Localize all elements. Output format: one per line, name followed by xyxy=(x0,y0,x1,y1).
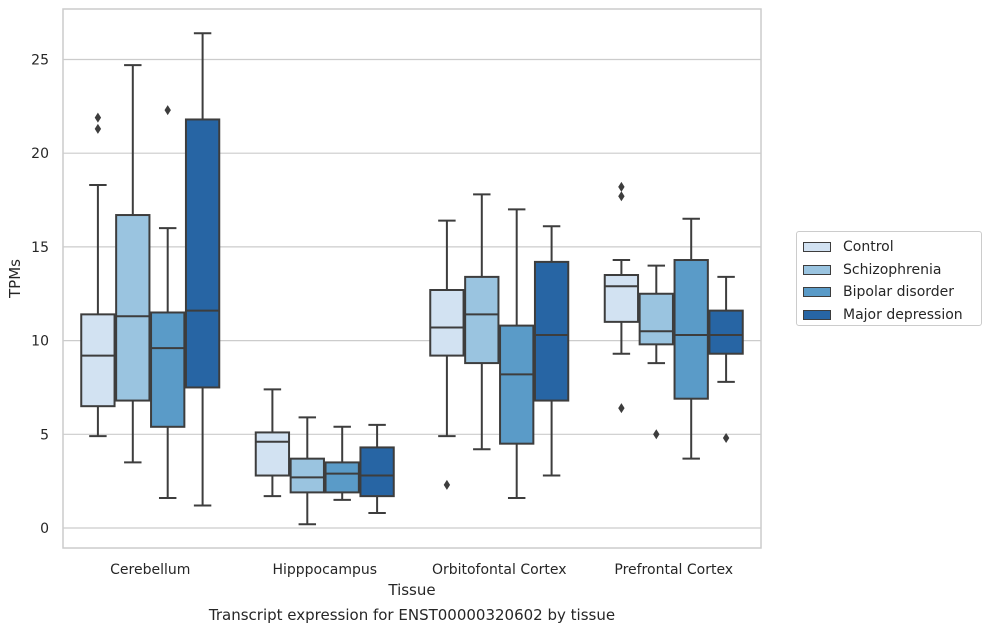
legend-item: Bipolar disorder xyxy=(803,281,981,304)
box-schizophrenia xyxy=(464,193,500,451)
box-body xyxy=(464,275,500,365)
y-tick-label: 20 xyxy=(31,146,49,162)
legend-item: Major depression xyxy=(803,304,981,327)
box-body xyxy=(673,259,709,400)
box-major-depression xyxy=(708,275,744,444)
box-bipolar-disorder xyxy=(324,425,360,501)
box-body xyxy=(499,324,535,445)
legend-label: Control xyxy=(843,239,894,256)
box-major-depression xyxy=(533,225,570,477)
legend-label: Bipolar disorder xyxy=(843,284,955,301)
box-schizophrenia xyxy=(115,64,151,464)
y-axis-ticks: 0 5 10 15 20 25 xyxy=(31,53,49,538)
outlier-point xyxy=(722,433,730,444)
chart-caption: Transcript expression for ENST0000032060… xyxy=(208,606,616,624)
box-bipolar-disorder xyxy=(673,217,709,460)
box-bipolar-disorder xyxy=(499,208,535,500)
box-body xyxy=(708,309,744,355)
box-body xyxy=(429,289,465,357)
legend-label: Major depression xyxy=(843,306,963,323)
y-axis-label: TPMs xyxy=(6,259,24,299)
y-tick-label: 15 xyxy=(31,240,49,256)
outlier-point xyxy=(94,112,102,123)
y-tick-label: 5 xyxy=(40,427,49,443)
box-body xyxy=(359,446,395,498)
box-body xyxy=(324,461,360,494)
legend-swatch xyxy=(803,309,831,320)
legend-label: Schizophrenia xyxy=(843,261,942,278)
outlier-point xyxy=(164,105,171,116)
outlier-point xyxy=(618,181,625,192)
box-control xyxy=(80,112,116,438)
box-schizophrenia xyxy=(289,416,325,526)
legend-swatch xyxy=(803,242,831,253)
box-control xyxy=(429,219,465,490)
box-major-depression xyxy=(359,423,395,515)
box-bipolar-disorder xyxy=(150,105,186,500)
legend: Control Schizophrenia Bipolar disorder Majo… xyxy=(796,231,982,326)
box-body xyxy=(115,214,151,402)
y-tick-label: 0 xyxy=(40,521,49,537)
box-body xyxy=(603,274,640,323)
legend-item: Schizophrenia xyxy=(803,259,981,282)
x-tick-label: Prefrontal Cortex xyxy=(614,562,733,578)
legend-swatch xyxy=(803,264,831,275)
outlier-point xyxy=(653,429,660,440)
legend-swatch xyxy=(803,287,831,298)
box-body xyxy=(254,431,291,477)
outlier-point xyxy=(618,191,625,202)
box-body xyxy=(150,311,186,428)
outlier-point xyxy=(94,123,102,134)
box-control xyxy=(254,388,291,498)
x-tick-label: Cerebellum xyxy=(110,562,190,578)
x-tick-label: Hipppocampus xyxy=(272,562,377,578)
outlier-point xyxy=(443,479,451,490)
boxes xyxy=(80,32,744,526)
box-body xyxy=(289,457,325,494)
box-body xyxy=(533,260,570,402)
x-tick-label: Orbitofontal Cortex xyxy=(432,562,567,578)
box-body xyxy=(638,292,674,346)
box-body xyxy=(80,313,116,408)
x-axis-ticks: Cerebellum Hipppocampus Orbitofontal Corte… xyxy=(110,562,733,578)
plot-frame xyxy=(62,8,762,549)
outlier-point xyxy=(618,403,625,414)
legend-item: Control xyxy=(803,236,981,259)
box-control xyxy=(603,181,640,414)
y-tick-label: 25 xyxy=(31,53,49,69)
y-tick-label: 10 xyxy=(31,334,49,350)
box-body xyxy=(184,118,221,389)
x-axis-label: Tissue xyxy=(387,581,435,599)
box-schizophrenia xyxy=(638,264,674,440)
box-major-depression xyxy=(184,32,221,507)
